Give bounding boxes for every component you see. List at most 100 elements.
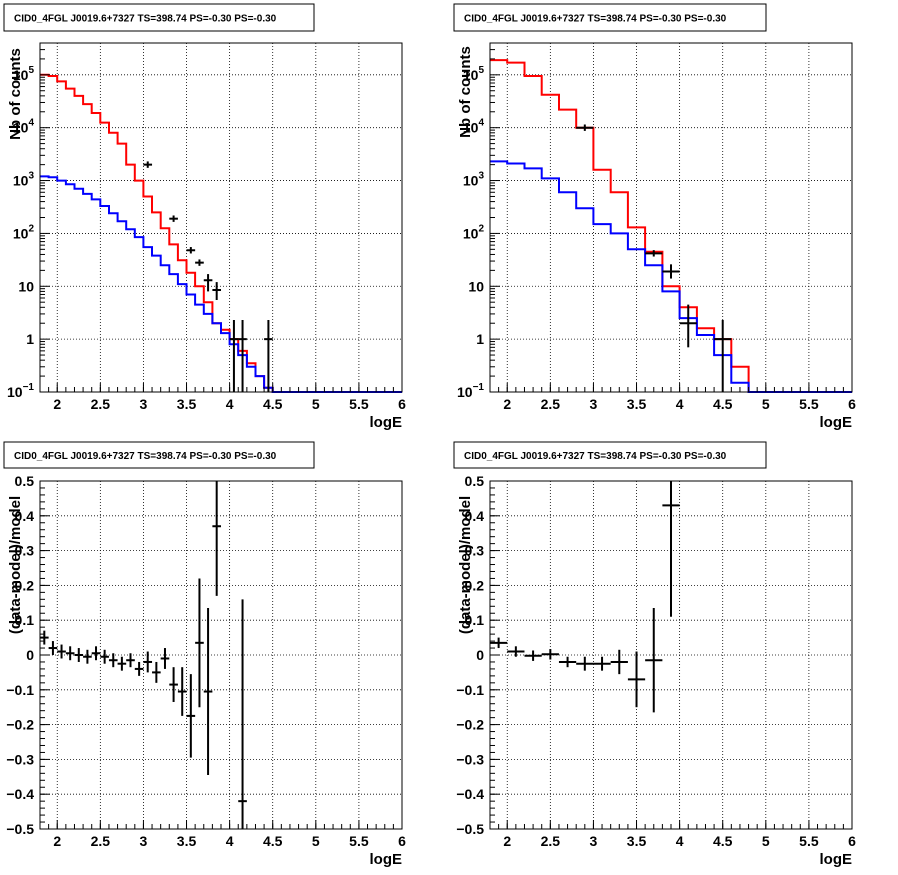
data-point-residual <box>126 653 135 668</box>
data-point-residual <box>490 637 508 649</box>
y-tick-exponent: 5 <box>28 65 34 76</box>
y-tick-label: 10−1 <box>457 382 484 400</box>
y-tick-base: 10 <box>463 120 479 136</box>
data-point-residual <box>100 649 109 664</box>
x-tick-label: 3.5 <box>177 833 197 849</box>
y-tick-base: 10 <box>463 67 479 83</box>
data-point-residual <box>507 646 525 657</box>
y-tick-base: 10 <box>13 225 29 241</box>
x-tick-label: 2.5 <box>91 833 111 849</box>
y-tick-exponent: 2 <box>28 223 34 234</box>
title-box <box>453 3 767 32</box>
series-line-model <box>490 59 852 393</box>
chart-title: CID0_4FGL J0019.6+7327 TS=398.74 PS=-0.3… <box>14 14 277 25</box>
x-tick-label: 6 <box>398 396 406 412</box>
y-tick-base: 10 <box>7 384 23 400</box>
data-point-residual <box>186 674 196 758</box>
y-axis-title: (data-model)/model <box>457 496 474 634</box>
data-point-data <box>662 264 680 279</box>
y-tick-exponent: 4 <box>478 118 484 129</box>
x-tick-label: 4 <box>226 396 234 412</box>
data-point-residual <box>143 651 153 673</box>
y-tick-exponent: −1 <box>473 382 485 393</box>
x-tick-label: 3 <box>590 396 598 412</box>
data-point-residual <box>152 661 161 683</box>
y-tick-base: 10 <box>13 120 29 136</box>
data-point-data <box>679 304 697 348</box>
data-point-residual <box>57 644 66 659</box>
data-point-residual <box>541 649 559 660</box>
y-tick-base: 10 <box>13 67 29 83</box>
x-tick-label: 5 <box>762 396 770 412</box>
data-point-data <box>714 320 732 392</box>
data-point-residual <box>40 630 49 645</box>
data-point-residual <box>48 641 58 655</box>
y-tick-base: 10 <box>463 173 479 189</box>
y-tick-label: −0.5 <box>456 821 484 837</box>
data-point-residual <box>74 648 84 662</box>
y-axis-title: Nb of counts <box>457 46 474 138</box>
y-tick-label: 10−1 <box>7 382 34 400</box>
y-axis-title: Nb of counts <box>7 48 24 140</box>
x-tick-label: 5.5 <box>799 396 819 412</box>
y-tick-label: 0 <box>476 647 484 663</box>
y-tick-exponent: 3 <box>28 171 34 182</box>
data-point-residual <box>117 656 127 671</box>
x-tick-label: 6 <box>848 396 856 412</box>
y-tick-label: 103 <box>13 171 35 189</box>
y-tick-label: 1 <box>26 331 34 347</box>
chart-panel-residuals-fine: CID0_4FGL J0019.6+7327 TS=398.74 PS=-0.3… <box>3 441 406 868</box>
data-point-residual <box>203 608 213 776</box>
data-point-residual <box>212 481 221 596</box>
x-tick-label: 2 <box>53 833 61 849</box>
series-line-background <box>490 160 852 393</box>
y-tick-label: −0.3 <box>6 751 34 767</box>
y-tick-label: 103 <box>463 171 485 189</box>
y-tick-label: 0.1 <box>465 612 485 628</box>
data-point-data <box>143 161 153 168</box>
x-tick-label: 2.5 <box>541 833 561 849</box>
x-axis-title: logE <box>820 851 853 868</box>
y-tick-label: 0.2 <box>15 577 35 593</box>
x-tick-label: 2 <box>503 833 511 849</box>
y-tick-label: 0.4 <box>465 508 485 524</box>
data-point-residual <box>558 656 577 668</box>
x-tick-label: 2.5 <box>91 396 111 412</box>
x-tick-label: 3.5 <box>627 833 647 849</box>
data-point-residual <box>627 651 646 708</box>
x-tick-label: 4.5 <box>263 396 283 412</box>
x-tick-label: 4 <box>676 833 684 849</box>
x-tick-label: 5 <box>312 833 320 849</box>
x-tick-label: 4.5 <box>263 833 283 849</box>
y-tick-base: 10 <box>457 384 473 400</box>
x-tick-label: 5.5 <box>799 833 819 849</box>
chart-panel-counts-fine: CID0_4FGL J0019.6+7327 TS=398.74 PS=-0.3… <box>3 3 406 431</box>
data-point-residual <box>83 649 92 664</box>
y-tick-exponent: 2 <box>478 223 484 234</box>
data-point-data <box>264 320 273 392</box>
x-tick-label: 3.5 <box>627 396 647 412</box>
title-box <box>3 3 315 32</box>
x-tick-label: 3 <box>590 833 598 849</box>
y-tick-label: 0.5 <box>15 473 35 489</box>
y-tick-label: 0.4 <box>15 508 35 524</box>
y-tick-label: 105 <box>13 65 35 83</box>
chart-title: CID0_4FGL J0019.6+7327 TS=398.74 PS=-0.3… <box>464 14 727 25</box>
y-tick-exponent: 4 <box>28 118 34 129</box>
y-tick-label: 0.3 <box>15 543 35 559</box>
data-point-data <box>645 250 663 257</box>
x-tick-label: 6 <box>848 833 856 849</box>
x-tick-label: 2 <box>53 396 61 412</box>
data-point-residual <box>108 653 118 668</box>
data-point-residual <box>593 656 611 671</box>
data-point-residual <box>524 650 542 661</box>
chart-panel-counts-coarse: CID0_4FGL J0019.6+7327 TS=398.74 PS=-0.3… <box>453 3 856 431</box>
y-tick-label: 102 <box>13 223 35 241</box>
y-tick-label: 0 <box>26 647 34 663</box>
data-point-residual <box>645 608 663 713</box>
y-tick-label: −0.1 <box>6 682 34 698</box>
y-tick-label: 0.3 <box>465 543 485 559</box>
x-tick-label: 4.5 <box>713 833 733 849</box>
x-tick-label: 2 <box>503 396 511 412</box>
